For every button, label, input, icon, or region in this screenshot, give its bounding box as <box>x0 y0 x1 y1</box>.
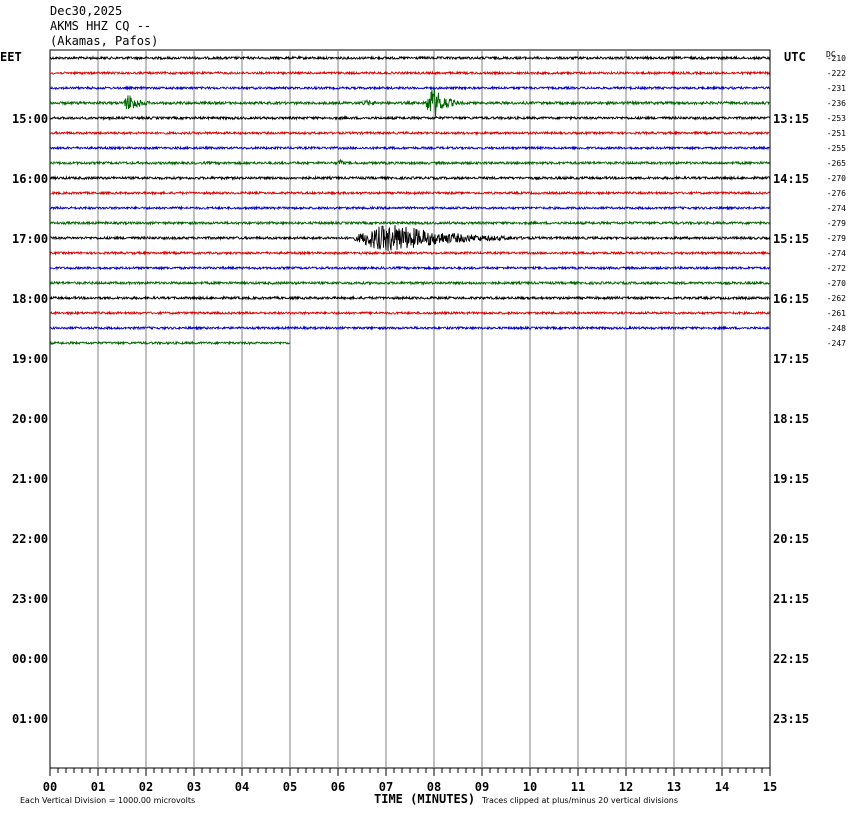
dc-offset-label: -231 <box>827 84 846 93</box>
x-tick-label: 08 <box>427 780 441 794</box>
seismic-trace <box>49 190 771 196</box>
left-hour-label: 21:00 <box>12 472 48 486</box>
dc-offset-label: -276 <box>827 189 846 198</box>
dc-offset-label: -270 <box>827 174 846 183</box>
dc-offset-label: -222 <box>827 69 846 78</box>
seismic-trace <box>49 250 771 256</box>
right-hour-label: 21:15 <box>773 592 809 606</box>
x-tick-label: 02 <box>139 780 153 794</box>
right-hour-label: 17:15 <box>773 352 809 366</box>
x-tick-label: 14 <box>715 780 729 794</box>
seismic-trace <box>49 85 771 91</box>
right-hour-label: 14:15 <box>773 172 809 186</box>
right-hour-label: 19:15 <box>773 472 809 486</box>
seismic-trace <box>49 158 771 166</box>
x-tick-label: 06 <box>331 780 345 794</box>
dc-offset-label: -210 <box>827 54 846 63</box>
right-hour-label: 16:15 <box>773 292 809 306</box>
dc-offset-label: -274 <box>827 204 846 213</box>
seismic-trace <box>49 220 771 226</box>
seismic-trace <box>49 70 771 76</box>
dc-offset-label: -279 <box>827 219 846 228</box>
x-tick-label: 10 <box>523 780 537 794</box>
seismic-trace <box>49 340 291 346</box>
seismic-trace <box>49 325 771 331</box>
seismic-trace <box>49 310 771 316</box>
left-hour-label: 20:00 <box>12 412 48 426</box>
x-tick-label: 00 <box>43 780 57 794</box>
left-hour-label: 01:00 <box>12 712 48 726</box>
x-tick-label: 12 <box>619 780 633 794</box>
dc-offset-label: -274 <box>827 249 846 258</box>
right-hour-label: 18:15 <box>773 412 809 426</box>
seismic-trace <box>49 115 771 121</box>
station-code: AKMS HHZ CQ -- <box>50 19 152 33</box>
right-hour-label: 22:15 <box>773 652 809 666</box>
left-hour-label: 00:00 <box>12 652 48 666</box>
dc-offset-label: -261 <box>827 309 846 318</box>
x-tick-label: 07 <box>379 780 393 794</box>
seismic-trace <box>49 280 771 286</box>
right-hour-label: 20:15 <box>773 532 809 546</box>
dc-offset-header: DC <box>826 50 836 59</box>
x-tick-label: 13 <box>667 780 681 794</box>
seismic-trace <box>49 225 771 252</box>
dc-offset-label: -255 <box>827 144 846 153</box>
right-hour-label: 23:15 <box>773 712 809 726</box>
dc-offset-label: -272 <box>827 264 846 273</box>
dc-offset-label: -247 <box>827 339 846 348</box>
right-hour-label: 15:15 <box>773 232 809 246</box>
plot-frame <box>49 49 771 769</box>
left-hour-label: 19:00 <box>12 352 48 366</box>
seismic-traces <box>49 55 771 346</box>
dc-offset-label: -265 <box>827 159 846 168</box>
left-hour-label: 16:00 <box>12 172 48 186</box>
dc-offset-label: -253 <box>827 114 846 123</box>
clipping-note: Traces clipped at plus/minus 20 vertical… <box>481 796 678 805</box>
right-hour-label: 13:15 <box>773 112 809 126</box>
seismic-trace <box>49 295 771 301</box>
left-timezone-label: EET <box>0 50 22 64</box>
seismic-trace <box>49 265 771 271</box>
dc-offset-label: -279 <box>827 234 846 243</box>
station-location: (Akamas, Pafos) <box>50 34 159 48</box>
x-tick-label: 03 <box>187 780 201 794</box>
x-tick-label: 15 <box>763 780 777 794</box>
seismic-trace <box>49 145 770 151</box>
seismic-trace <box>49 55 771 61</box>
x-tick-label: 05 <box>283 780 297 794</box>
x-tick-label: 09 <box>475 780 489 794</box>
seismic-trace <box>49 205 771 211</box>
x-tick-label: 11 <box>571 780 585 794</box>
left-hour-label: 18:00 <box>12 292 48 306</box>
seismic-trace <box>49 88 771 117</box>
axis-labels: 00 01 02 03 04 05 06 07 08 09 10 11 12 13 14 15 15:00 16:… <box>12 54 846 794</box>
seismic-trace <box>49 175 771 181</box>
dc-offset-label: -262 <box>827 294 846 303</box>
dc-offset-label: -251 <box>827 129 846 138</box>
left-hour-label: 17:00 <box>12 232 48 246</box>
left-hour-label: 22:00 <box>12 532 48 546</box>
vertical-scale-note: Each Vertical Division = 1000.00 microvo… <box>20 796 195 805</box>
left-hour-label: 23:00 <box>12 592 48 606</box>
x-axis-title: TIME (MINUTES) <box>374 792 475 806</box>
plot-date: Dec30,2025 <box>50 4 123 18</box>
plot-grid <box>49 49 771 776</box>
x-tick-label: 01 <box>91 780 105 794</box>
seismic-trace <box>49 130 771 136</box>
right-timezone-label: UTC <box>784 50 806 64</box>
dc-offset-label: -248 <box>827 324 846 333</box>
dc-offset-label: -236 <box>827 99 846 108</box>
left-hour-label: 15:00 <box>12 112 48 126</box>
x-tick-label: 04 <box>235 780 249 794</box>
dc-offset-label: -270 <box>827 279 846 288</box>
